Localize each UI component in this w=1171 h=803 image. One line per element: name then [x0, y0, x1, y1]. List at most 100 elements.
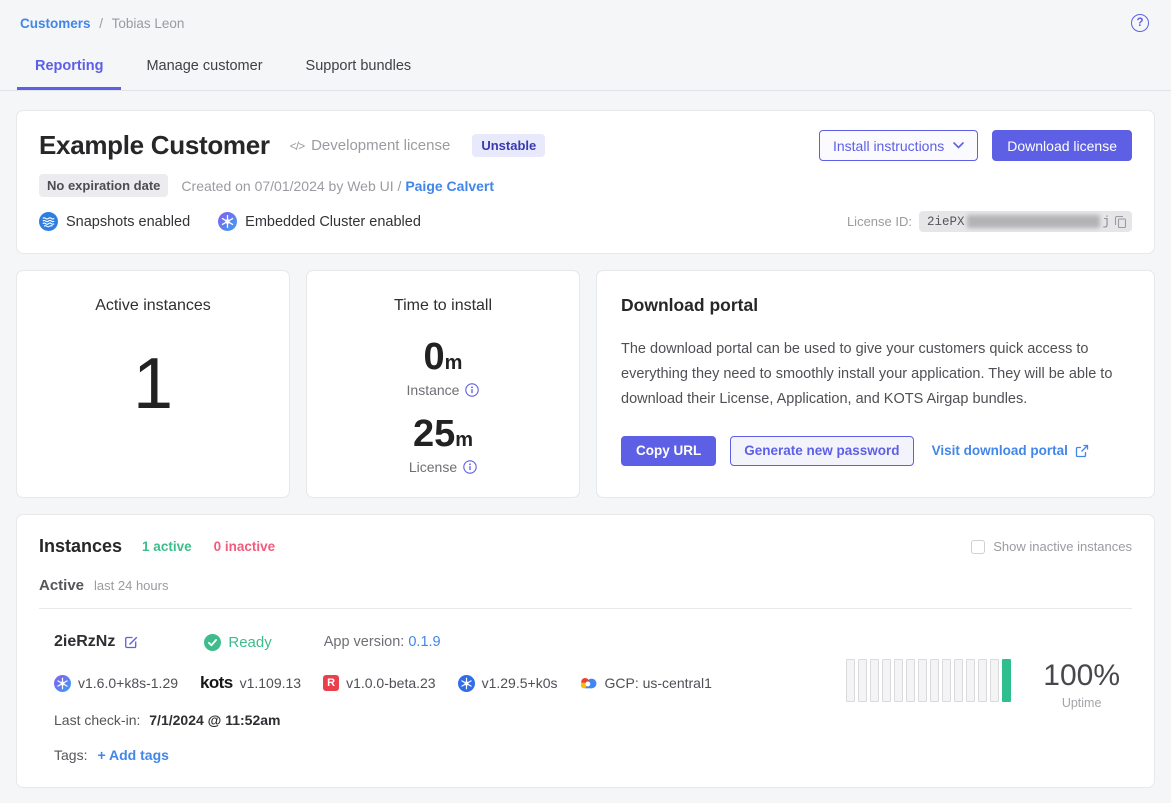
uptime-bar [858, 659, 868, 702]
uptime-bar [870, 659, 880, 702]
license-install-unit: m [455, 429, 474, 451]
copy-url-button[interactable]: Copy URL [621, 435, 717, 466]
active-instances-card: Active instances 1 [16, 270, 290, 498]
uptime-label: Uptime [1061, 696, 1102, 710]
channel-badge: Unstable [472, 134, 546, 157]
customer-features-row: Snapshots enabled [39, 211, 1132, 232]
license-install-label-row: License [307, 459, 579, 475]
created-by-link[interactable]: Paige Calvert [405, 177, 495, 194]
feature-snapshots: Snapshots enabled [39, 212, 190, 231]
version-kots-text: v1.109.13 [239, 675, 302, 691]
tags-label: Tags: [54, 747, 88, 763]
uptime-bar [930, 659, 940, 702]
generate-password-button[interactable]: Generate new password [730, 435, 914, 466]
app-version-link[interactable]: 0.1.9 [408, 634, 441, 650]
stats-row: Active instances 1 Time to install 0m In… [16, 270, 1155, 498]
download-portal-actions: Copy URL Generate new password Visit dow… [621, 435, 1130, 466]
instance-title-row: 2ieRzNz Ready [54, 633, 846, 651]
license-type-label: Development license [311, 137, 451, 154]
license-info-icon[interactable] [463, 460, 477, 474]
install-instructions-label: Install instructions [832, 137, 945, 154]
version-replicated-sdk-text: v1.0.0-beta.23 [346, 675, 436, 691]
main-content: Example Customer </> Development license… [0, 91, 1171, 788]
status-check-icon [204, 633, 222, 651]
add-tags-link[interactable]: + Add tags [97, 747, 169, 763]
instance-id: 2ieRzNz [54, 633, 116, 650]
code-icon: </> [289, 138, 305, 153]
time-to-install-card: Time to install 0m Instance 25m License [306, 270, 580, 498]
time-to-install-title: Time to install [393, 297, 493, 314]
uptime-bars [846, 659, 1012, 702]
show-inactive-toggle[interactable]: Show inactive instances [971, 539, 1132, 554]
app-version-label: App version: [323, 634, 405, 650]
license-id-field: 2iePX j [919, 211, 1132, 232]
version-kubernetes-text: v1.29.5+k0s [481, 675, 558, 691]
embedded-cluster-icon [54, 674, 71, 692]
license-install-value: 25 [412, 413, 456, 455]
uptime-bar [978, 659, 988, 702]
gcp-icon [579, 676, 597, 690]
created-text: Created on 07/01/2024 by Web UI / Paige … [181, 178, 494, 194]
instances-title: Instances [39, 536, 123, 556]
last-checkin-row: Last check-in: 7/1/2024 @ 11:52am [54, 712, 846, 728]
app-version: App version: 0.1.9 [324, 634, 441, 650]
breadcrumb: Customers / Tobias Leon [20, 16, 184, 31]
uptime-bar [846, 659, 856, 702]
uptime-section: 100% Uptime [846, 633, 1132, 763]
instance-details: 2ieRzNz Ready [54, 633, 846, 763]
active-section-header: Active last 24 hours [39, 577, 1132, 594]
install-instructions-button[interactable]: Install instructions [818, 130, 979, 161]
expiration-badge: No expiration date [39, 174, 169, 197]
feature-snapshots-label: Snapshots enabled [66, 213, 191, 230]
instance-info-icon[interactable] [465, 383, 480, 397]
visit-download-portal-label: Visit download portal [931, 443, 1068, 459]
instances-card: Instances 1 active 0 inactive Show inact… [16, 514, 1155, 788]
version-replicated-sdk: R v1.0.0-beta.23 [323, 675, 436, 691]
license-install-label: License [408, 459, 458, 475]
tab-support-bundles[interactable]: Support bundles [305, 58, 412, 74]
license-id-visible: 2iePX [927, 214, 965, 229]
tab-manage-customer[interactable]: Manage customer [146, 58, 263, 74]
copy-license-icon[interactable] [1114, 215, 1127, 229]
instance-status: Ready [204, 633, 272, 651]
active-section-label: Active [39, 577, 85, 594]
replicated-sdk-icon: R [323, 675, 340, 691]
inactive-count: 0 inactive [213, 539, 276, 554]
visit-download-portal-link[interactable]: Visit download portal [932, 443, 1089, 458]
help-icon[interactable]: ? [1131, 14, 1149, 32]
show-inactive-label: Show inactive instances [993, 539, 1132, 554]
customer-title-row: Example Customer </> Development license… [39, 130, 1132, 161]
breadcrumb-current: Tobias Leon [111, 15, 185, 31]
version-cloud-region-text: GCP: us-central1 [604, 675, 712, 691]
customer-actions: Install instructions Download license [818, 130, 1132, 161]
uptime-bar [954, 659, 964, 702]
license-id-row: License ID: 2iePX j [847, 211, 1132, 232]
tab-reporting[interactable]: Reporting [17, 46, 122, 90]
instance-install-time: 0m [307, 338, 579, 376]
version-embedded-cluster: v1.6.0+k8s-1.29 [54, 674, 178, 692]
uptime-bar [918, 659, 928, 702]
instance-install-label-row: Instance [307, 382, 579, 398]
instance-versions-row: v1.6.0+k8s-1.29 kots v1.109.13 R v1.0.0-… [54, 673, 846, 693]
kots-logo: kots [200, 673, 233, 692]
breadcrumb-separator: / [99, 15, 104, 31]
uptime-bar [1002, 659, 1012, 702]
uptime-bar [882, 659, 892, 702]
active-section-sublabel: last 24 hours [94, 578, 169, 593]
customer-summary-card: Example Customer </> Development license… [16, 110, 1155, 254]
header: Customers / Tobias Leon ? [0, 0, 1171, 38]
external-link-icon [1075, 444, 1089, 458]
version-kots: kots v1.109.13 [200, 673, 301, 693]
license-id-redacted [966, 215, 1101, 228]
active-count: 1 active [142, 539, 192, 554]
active-instances-value: 1 [132, 344, 174, 424]
instance-install-label: Instance [406, 382, 460, 398]
instances-divider [39, 608, 1132, 609]
download-license-button[interactable]: Download license [992, 130, 1132, 161]
breadcrumb-customers-link[interactable]: Customers [20, 15, 91, 31]
show-inactive-checkbox[interactable] [971, 539, 986, 554]
edit-instance-icon[interactable] [124, 635, 139, 650]
download-portal-description: The download portal can be used to give … [621, 341, 1113, 407]
customer-name: Example Customer [39, 130, 270, 160]
uptime-value: 100% [1043, 659, 1120, 692]
